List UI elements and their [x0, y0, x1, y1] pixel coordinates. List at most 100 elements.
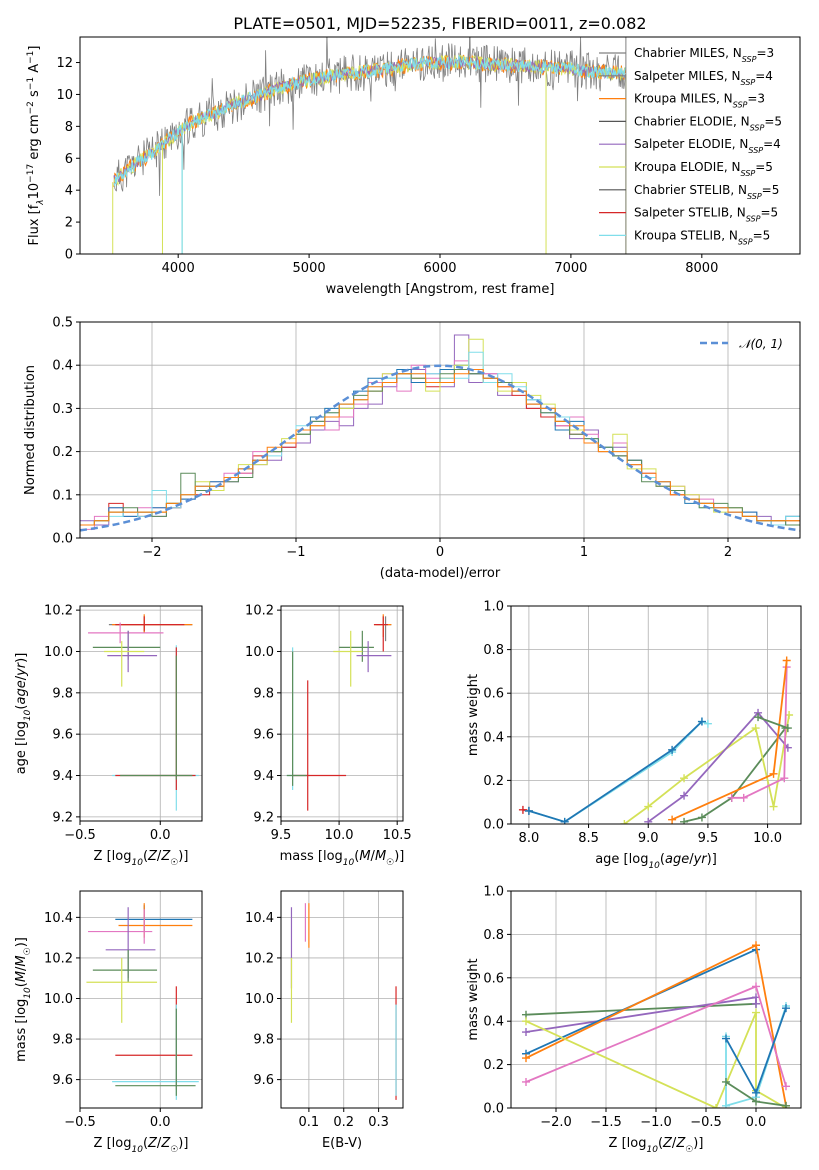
mass-age-frame	[280, 605, 404, 822]
weight-marker	[754, 713, 763, 722]
weight-marker	[680, 774, 689, 783]
mass-age-xlabel-part: ☉	[386, 858, 394, 868]
residuals-xtick-label: 0	[436, 545, 444, 560]
gaussian-curve	[80, 364, 800, 532]
legend-label-suffix: =3	[756, 46, 774, 60]
z-weight-xtick-label: −0.5	[690, 1115, 722, 1130]
legend-label-sub: SSP	[746, 214, 761, 223]
z-mass-xlabel-part: (	[143, 1136, 148, 1151]
z-age-xtick-label: −0.5	[64, 828, 96, 843]
chart-mass-age: 9.5 10.0 10.5 9.2 9.4 9.6 9.8 10.0 10.2 mass [log…	[245, 604, 412, 868]
residuals-xtick-label: −1	[286, 545, 305, 560]
ebv-mass-xlabel-part: E(B-V)	[322, 1136, 362, 1151]
z-mass-axes: −0.5 0.0 9.6 9.8 10.0 10.2 10.4	[44, 890, 203, 1130]
weight-line	[683, 727, 787, 823]
legend-label-suffix: =5	[753, 228, 771, 242]
weight-marker	[644, 817, 653, 824]
z-mass-xlabel-part: 10	[131, 1145, 143, 1155]
z-weight-ytick-label: 0.4	[483, 1015, 504, 1030]
legend-label-main: Kroupa MILES, N	[634, 92, 733, 106]
residuals-ytick-label: 0.0	[52, 532, 73, 547]
z-age-ylabel-part: (	[14, 705, 29, 710]
age-weight-frame	[510, 605, 802, 825]
legend-label: Chabrier MILES, NSSP=3	[634, 46, 774, 64]
z-age-ytick-label: 9.2	[52, 810, 73, 825]
weight-marker	[668, 815, 677, 824]
z-weight-xlabel-part: )]	[693, 1136, 703, 1151]
age-weight-axes: 8.0 8.5 9.0 9.5 10.0 0.0 0.2 0.4 0.6 0.8 1.0	[483, 600, 802, 846]
weight-marker	[752, 982, 760, 991]
z-mass-ylabel-part: M	[14, 955, 29, 966]
z-age-plot-area	[88, 614, 199, 811]
weight-marker	[782, 1004, 790, 1013]
figure-title: PLATE=0501, MJD=52235, FIBERID=0011, z=0…	[233, 14, 646, 33]
spectrum-ytick-label: 4	[65, 184, 73, 199]
age-weight-ylabel-part: mass weight	[466, 674, 481, 756]
legend-label-main: Chabrier MILES, N	[634, 46, 742, 60]
weight-line	[757, 716, 789, 729]
residuals-plot-area	[80, 334, 800, 532]
mass-age-xtick-label: 10.0	[325, 828, 354, 843]
z-mass-xlabel-part: )]	[178, 1136, 188, 1151]
z-mass-xlabel-part: Z	[160, 1136, 171, 1151]
z-age-ylabel-part: /	[14, 675, 29, 680]
spectrum-ytick-label: 12	[56, 56, 73, 71]
spectrum-ytick-label: 0	[65, 248, 73, 263]
mass-age-xlabel-part: M	[375, 849, 386, 864]
spectrum-xtick-label: 5000	[293, 261, 326, 276]
mass-age-xtick-label: 10.5	[383, 828, 412, 843]
age-weight-ytick-label: 0.6	[483, 687, 504, 702]
weight-line	[525, 1002, 757, 1016]
residuals-axes: −2 −1 0 1 2 0.0 0.1 0.2 0.3 0.4 0.5	[52, 316, 801, 560]
legend-label: Chabrier ELODIE, NSSP=5	[634, 114, 782, 131]
spectrum-ytick-label: 10	[56, 88, 73, 103]
residuals-ytick-label: 0.1	[52, 488, 73, 503]
spectrum-ylabel-part: s	[27, 90, 42, 101]
ebv-mass-axes: 0.1 0.2 0.3 9.6 9.8 10.0 10.2 10.4	[245, 890, 404, 1130]
age-weight-xlabel-part: )]	[707, 852, 717, 867]
z-age-xlabel-part: ☉	[170, 858, 178, 868]
z-age-xtick-label: 0.0	[150, 828, 171, 843]
z-weight-xlabel-part: Z [log	[609, 1136, 647, 1151]
legend-label: Chabrier STELIB, NSSP=5	[634, 183, 779, 201]
spectrum-line	[113, 37, 626, 196]
z-weight-ytick-label: 0.8	[483, 928, 504, 943]
weight-marker	[739, 793, 748, 802]
z-mass-xlabel-part: ☉	[170, 1145, 178, 1155]
z-age-ylabel-part: 10	[23, 709, 33, 721]
mass-age-xlabel-part: /	[371, 849, 376, 864]
age-weight-ytick-label: 0.0	[483, 818, 504, 833]
z-mass-ylabel-part: ☉	[23, 947, 33, 955]
chart-spectrum: 4000 5000 6000 7000 8000 0 2 4 6 8 10 12 Chabrier MI…	[26, 36, 801, 297]
z-age-xlabel-part: (	[143, 849, 148, 864]
residuals-xtick-label: 1	[580, 545, 588, 560]
legend-label: Kroupa MILES, NSSP=3	[634, 92, 765, 110]
z-age-frame	[79, 605, 203, 822]
spectrum-ylabel-part: −17	[26, 164, 36, 183]
ebv-mass-ytick-label: 10.2	[245, 951, 274, 966]
chart-ebv-mass: 0.1 0.2 0.3 9.6 9.8 10.0 10.2 10.4 E(B-V)	[245, 890, 404, 1151]
legend-label-sub: SSP	[738, 237, 753, 246]
age-weight-xtick-label: 8.5	[578, 831, 599, 846]
z-mass-frame	[79, 890, 203, 1109]
z-weight-ylabel: mass weight	[466, 958, 481, 1040]
weight-marker	[782, 656, 791, 665]
weight-marker	[668, 745, 677, 754]
residuals-ytick-label: 0.4	[52, 359, 73, 374]
z-age-ylabel: age [log10(age/yr)]	[14, 653, 33, 775]
ebv-mass-ytick-label: 10.4	[245, 911, 274, 926]
spectrum-ylabel-part: λ	[36, 199, 46, 205]
residuals-xlabel-part: (data-model)/error	[380, 566, 501, 581]
legend-label-sub: SSP	[748, 146, 763, 155]
ebv-mass-xlabel: E(B-V)	[322, 1136, 362, 1151]
z-mass-xlabel-part: /	[157, 1136, 162, 1151]
weight-line	[623, 714, 790, 824]
age-weight-xlabel-part: age [log	[595, 852, 648, 867]
ebv-mass-xtick-label: 0.2	[333, 1115, 354, 1130]
legend-label-sub: SSP	[733, 100, 748, 109]
legend-label-suffix: =5	[760, 206, 778, 220]
ebv-mass-xtick-label: 0.3	[368, 1115, 389, 1130]
weight-marker	[780, 774, 789, 783]
legend-label-main: Chabrier ELODIE, N	[634, 114, 750, 128]
weight-marker	[522, 1054, 530, 1063]
